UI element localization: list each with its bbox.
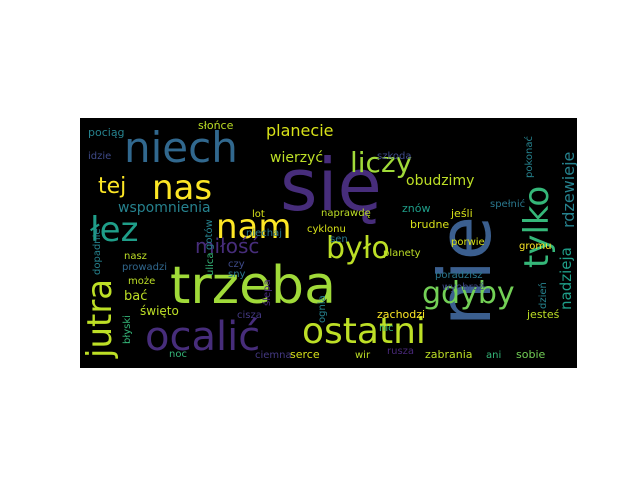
word-49: cisza bbox=[237, 310, 262, 321]
word-44: czy bbox=[228, 259, 245, 270]
word-51: ognia bbox=[317, 295, 328, 323]
word-15: miłość bbox=[195, 234, 259, 258]
word-50: ślepa bbox=[261, 279, 273, 306]
word-37: gromu bbox=[519, 241, 551, 252]
word-55: poradzisz bbox=[435, 270, 483, 281]
word-65: ani bbox=[486, 350, 501, 361]
word-19: wierzyć bbox=[270, 150, 323, 166]
word-43: prowadzi bbox=[122, 262, 167, 273]
word-4: ocalić bbox=[145, 314, 260, 360]
word-62: wir bbox=[355, 350, 371, 361]
word-32: jeśli bbox=[450, 207, 473, 220]
word-2: trzeba bbox=[170, 256, 336, 316]
word-64: zabrania bbox=[425, 348, 473, 361]
word-60: ciemna bbox=[255, 350, 292, 361]
word-58: błyski bbox=[122, 315, 133, 344]
word-14: tej bbox=[98, 174, 126, 199]
word-20: obudzimy bbox=[406, 173, 474, 189]
word-56: dzień bbox=[537, 282, 549, 309]
word-48: święto bbox=[140, 304, 179, 318]
word-42: nasz bbox=[124, 251, 147, 262]
word-36: porwie bbox=[451, 237, 485, 248]
word-26: pokonać bbox=[523, 136, 535, 178]
word-22: pociąg bbox=[88, 126, 125, 139]
word-16: planecie bbox=[266, 121, 333, 140]
word-10: łez bbox=[90, 210, 138, 250]
word-21: wspomnienia bbox=[118, 200, 211, 216]
word-39: dopadnie bbox=[92, 228, 103, 275]
word-47: może bbox=[128, 276, 155, 287]
word-31: znów bbox=[402, 202, 430, 215]
word-57: jesteś bbox=[526, 308, 560, 321]
word-8: nam bbox=[216, 207, 292, 247]
word-27: spełnić bbox=[490, 198, 525, 210]
word-41: ulica bbox=[205, 252, 216, 276]
word-cloud: nie się trzeba niech ocalić ostatni jutra tylko… bbox=[80, 118, 577, 368]
word-12: było bbox=[326, 231, 390, 266]
word-23: słońce bbox=[198, 119, 234, 132]
word-33: brudne bbox=[410, 218, 449, 231]
word-25: szkoda bbox=[377, 151, 412, 162]
word-53: nic bbox=[379, 323, 394, 334]
word-3: niech bbox=[124, 123, 238, 172]
word-13: liczy bbox=[350, 146, 412, 179]
word-11: gdyby bbox=[422, 276, 515, 311]
word-45: sny bbox=[228, 269, 246, 280]
word-52: zachodzi bbox=[377, 308, 425, 321]
word-17: rdzewieje bbox=[559, 152, 577, 228]
word-38: planety bbox=[383, 248, 421, 259]
word-61: serce bbox=[290, 348, 320, 361]
word-40: gotów bbox=[203, 219, 215, 250]
word-9: nas bbox=[152, 168, 212, 208]
word-28: lot bbox=[252, 209, 265, 220]
word-6: jutra bbox=[80, 279, 120, 359]
word-29: niechaj bbox=[246, 228, 282, 239]
word-46: bać bbox=[124, 289, 147, 304]
word-63: rusza bbox=[387, 346, 414, 357]
word-30: naprawdę bbox=[321, 208, 371, 219]
word-59: noc bbox=[169, 349, 187, 360]
word-34: cyklonu bbox=[307, 224, 346, 235]
word-54: wyobraź bbox=[442, 281, 484, 293]
word-66: sobie bbox=[516, 348, 545, 361]
word-5: ostatni bbox=[302, 311, 426, 352]
word-35: sen bbox=[330, 234, 348, 245]
word-7: tylko bbox=[517, 186, 557, 268]
word-1: się bbox=[280, 143, 382, 227]
word-24: idzie bbox=[88, 151, 111, 162]
word-18: nadzieja bbox=[557, 247, 575, 310]
word-0: nie bbox=[423, 216, 507, 326]
